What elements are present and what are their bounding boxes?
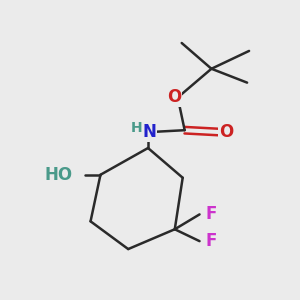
Text: H: H xyxy=(131,121,142,135)
Text: HO: HO xyxy=(45,166,73,184)
Text: F: F xyxy=(206,206,217,224)
Text: F: F xyxy=(206,232,217,250)
Text: O: O xyxy=(167,88,181,106)
Text: N: N xyxy=(142,123,156,141)
Text: O: O xyxy=(219,123,233,141)
